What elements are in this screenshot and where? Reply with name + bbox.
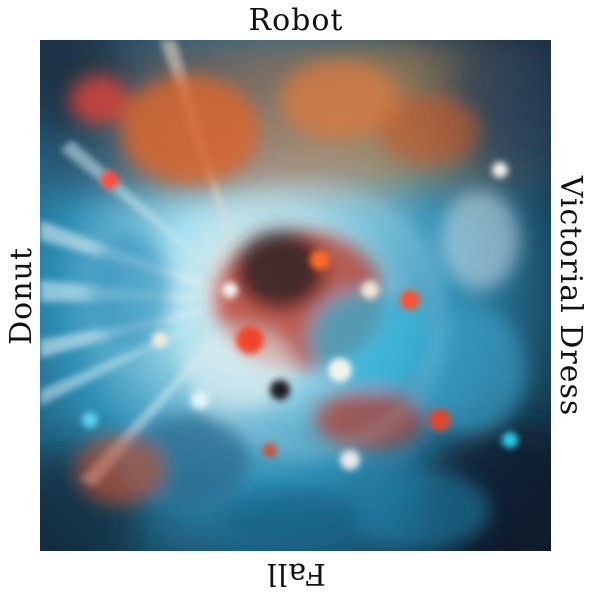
abstract-collage-image <box>40 40 551 551</box>
center-ring <box>175 185 445 455</box>
label-top: Robot <box>248 3 344 38</box>
label-bottom: Fall <box>266 556 326 591</box>
label-left: Donut <box>4 247 39 345</box>
vivid-specks <box>82 162 518 470</box>
label-right: Victorial Dress <box>553 175 588 417</box>
abstract-collage-svg <box>40 40 551 551</box>
